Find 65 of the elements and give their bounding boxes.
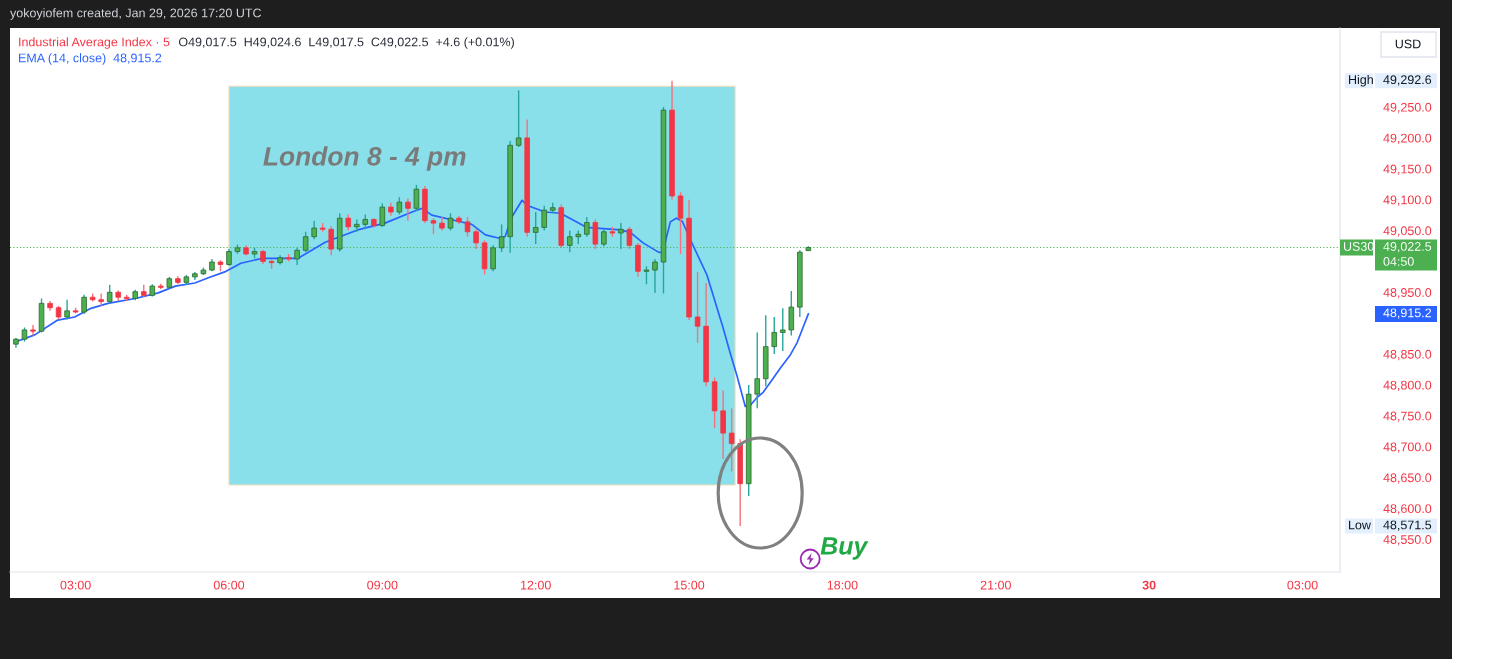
y-tick-label: 48,950.0: [1383, 288, 1432, 299]
text: 49,022.5: [1383, 242, 1432, 253]
candlestick: [405, 197, 411, 222]
text: 48,571.5: [1383, 520, 1432, 531]
y-tick-label: 48,850.0: [1383, 349, 1432, 361]
candlestick: [30, 324, 36, 337]
candlestick: [328, 225, 334, 256]
candlestick: [515, 89, 522, 148]
annotation: 48,915.2: [113, 53, 162, 64]
candlestick: [541, 205, 547, 232]
candlestick: [473, 228, 479, 250]
text: 04:50: [1383, 257, 1414, 266]
y-tick-label: 49,250.0: [1383, 102, 1432, 114]
candlestick: [81, 294, 87, 315]
candlestick: [584, 216, 590, 238]
candlestick: [694, 271, 701, 344]
candlestick: [98, 292, 104, 307]
text: EMA (14, close): [19, 53, 106, 65]
text: Industrial Average Index · 5: [19, 37, 170, 49]
text: yokoyiofem created, Jan 29, 2026 17:20 UTC: [10, 8, 262, 20]
y-tick-label: 48,600.0: [1383, 504, 1432, 515]
ref-line-label: US30: [1343, 242, 1374, 251]
candlestick: [677, 191, 684, 255]
y-tick-label: 49,100.0: [1383, 195, 1432, 206]
candlestick: [771, 316, 778, 355]
candlestick: [106, 284, 113, 305]
band-label: London 8 - 4 pm: [263, 146, 466, 171]
candlestick: [532, 211, 539, 245]
y-tick-label: 49,150.0: [1383, 164, 1432, 175]
x-tick-label: 15:00: [674, 580, 705, 590]
candlestick: [592, 218, 599, 250]
x-tick-label: 03:00: [60, 580, 91, 590]
y-tick-label: 48,750.0: [1383, 411, 1432, 422]
text: Low: [1349, 520, 1371, 530]
candlestick: [626, 226, 633, 250]
candlestick: [311, 219, 317, 240]
x-tick-label: 06:00: [213, 580, 245, 590]
y-tick-label: 48,700.0: [1383, 442, 1432, 453]
y-tick-label: 48,650.0: [1383, 473, 1432, 484]
text: 49,292.6: [1383, 75, 1432, 86]
candlestick: [720, 389, 726, 460]
candlestick: [64, 298, 70, 321]
text: USD: [1395, 39, 1421, 49]
y-tick-label: 48,550.0: [1383, 535, 1432, 546]
candlestick: [754, 331, 760, 410]
x-tick-label: 18:00: [827, 580, 858, 590]
y-tick-label: 48,800.0: [1383, 380, 1432, 392]
x-tick-label: 21:00: [980, 580, 1011, 590]
x-tick-label: 03:00: [1287, 580, 1318, 590]
x-tick-label: 12:00: [521, 580, 551, 590]
candlestick: [379, 202, 386, 228]
candlestick: [780, 307, 786, 352]
x-tick-label: 09:00: [367, 580, 398, 590]
y-tick-label: 49,050.0: [1383, 226, 1432, 237]
annotation: O49,017.5 H49,024.6 L49,017.5 C49,022.5 +4.6 (+0.01%): [178, 37, 514, 49]
candlestick: [788, 290, 795, 337]
text: High: [1349, 74, 1373, 87]
candlestick: [652, 258, 658, 294]
candlestick: [728, 407, 735, 473]
text: 48,915.2: [1383, 308, 1432, 319]
y-tick-label: 49,200.0: [1383, 133, 1432, 145]
annotation: Buy: [820, 537, 869, 560]
candlestick: [464, 216, 471, 238]
x-tick-label: 30: [1142, 580, 1156, 590]
candlestick: [413, 184, 420, 212]
